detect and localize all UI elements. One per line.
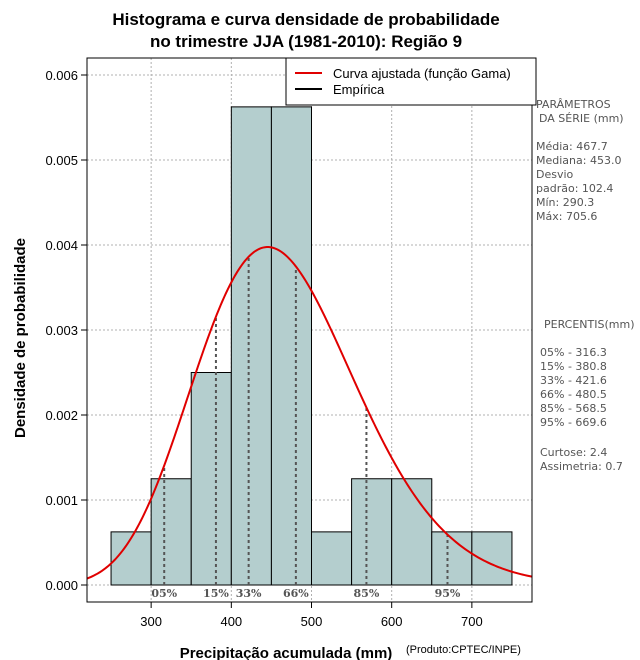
y-tick-label: 0.000 xyxy=(45,578,78,593)
y-tick-label: 0.004 xyxy=(45,238,78,253)
y-tick-label: 0.005 xyxy=(45,153,78,168)
histogram-bars xyxy=(110,106,513,586)
legend-label-empirical: Empírica xyxy=(333,82,385,97)
side-panel: PARÂMETROS DA SÉRIE (mm) Média: 467.7 Me… xyxy=(536,98,635,473)
stat-mediana: Mediana: 453.0 xyxy=(536,154,621,167)
params-title-line2: DA SÉRIE (mm) xyxy=(539,112,624,125)
legend-box xyxy=(285,57,537,106)
stat-media: Média: 467.7 xyxy=(536,140,608,153)
percentil-15: 15% - 380.8 xyxy=(540,360,607,373)
y-tick-label: 0.003 xyxy=(45,323,78,338)
histogram-bar xyxy=(230,106,272,586)
histogram-bar xyxy=(391,478,433,586)
percentile-label: 05% xyxy=(151,587,177,600)
percentil-95: 95% - 669.6 xyxy=(540,416,607,429)
stat-desvio-line2: padrão: 102.4 xyxy=(536,182,613,195)
percentile-label: 85% xyxy=(354,587,380,600)
chart-title-line1: Histograma e curva densidade de probabil… xyxy=(112,10,499,29)
percentile-label: 33% xyxy=(236,587,262,600)
y-axis-label: Densidade de probabilidade xyxy=(12,238,29,438)
y-tick-label: 0.002 xyxy=(45,408,78,423)
stat-max: Máx: 705.6 xyxy=(536,210,597,223)
x-tick-label: 500 xyxy=(301,614,323,629)
stat-min: Mín: 290.3 xyxy=(536,196,594,209)
percentil-66: 66% - 480.5 xyxy=(540,388,607,401)
percentis-title: PERCENTIS(mm) xyxy=(544,318,635,331)
legend-label-fitted: Curva ajustada (função Gama) xyxy=(333,66,511,81)
x-tick-label: 300 xyxy=(140,614,162,629)
percentile-label: 15% xyxy=(203,587,229,600)
histogram-bar xyxy=(150,478,192,586)
histogram-bar xyxy=(311,531,353,586)
x-axis-label: Precipitação acumulada (mm) xyxy=(180,645,393,660)
percentil-33: 33% - 421.6 xyxy=(540,374,607,387)
percentile-label: 66% xyxy=(283,587,309,600)
x-tick-label: 600 xyxy=(381,614,403,629)
product-credit: (Produto:CPTEC/INPE) xyxy=(406,644,521,656)
x-tick-label: 400 xyxy=(220,614,242,629)
percentile-label: 95% xyxy=(435,587,461,600)
histogram-bar xyxy=(270,106,313,586)
stat-assimetria: Assimetria: 0.7 xyxy=(540,460,623,473)
stat-curtose: Curtose: 2.4 xyxy=(540,446,607,459)
histogram-bar xyxy=(190,372,232,586)
histogram-bar xyxy=(110,531,152,586)
x-tick-label: 700 xyxy=(461,614,483,629)
fitted-curve-layer xyxy=(86,246,533,580)
percentile-markers: 05% 15% 33% 66% 85% 95% xyxy=(151,256,461,600)
percentil-05: 05% - 316.3 xyxy=(540,346,607,359)
stat-desvio-line1: Desvio xyxy=(536,168,574,181)
percentil-85: 85% - 568.5 xyxy=(540,402,607,415)
params-title-line1: PARÂMETROS xyxy=(536,98,611,111)
y-tick-label: 0.001 xyxy=(45,493,78,508)
histogram-bar xyxy=(351,478,393,586)
legend: Curva ajustada (função Gama) Empírica xyxy=(285,57,537,106)
chart-title-line2: no trimestre JJA (1981-2010): Região 9 xyxy=(150,32,462,51)
histogram-bar xyxy=(471,531,513,586)
fitted-gamma-curve xyxy=(86,246,533,580)
y-tick-label: 0.006 xyxy=(45,68,78,83)
axes: 300 400 500 600 700 0.000 0.001 0.002 0.003 0.004… xyxy=(45,57,533,629)
